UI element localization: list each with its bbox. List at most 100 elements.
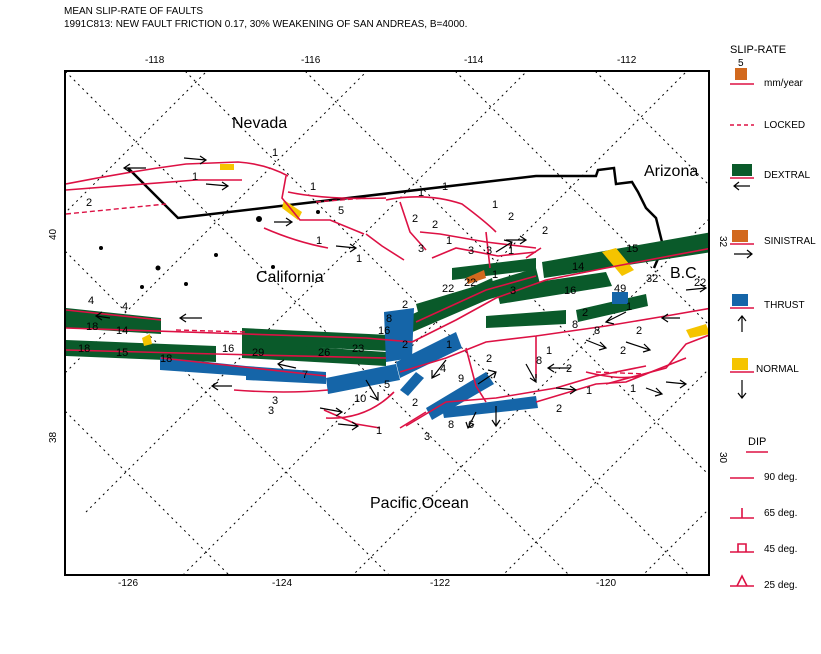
slip-label: 3	[268, 405, 274, 417]
slip-label: 1	[446, 235, 452, 247]
slip-label: 18	[86, 321, 98, 333]
right-lat-label: 30	[717, 452, 728, 464]
region-label-california: California	[256, 269, 324, 286]
slip-label: 2	[486, 353, 492, 365]
slip-label: 10	[354, 393, 366, 405]
legend-thrust-label: THRUST	[764, 300, 805, 311]
slip-label: 22	[694, 277, 706, 289]
slip-label: 14	[116, 325, 128, 337]
slip-label: 1	[316, 235, 322, 247]
slip-label: 1	[310, 181, 316, 193]
slip-label: 8	[572, 319, 578, 331]
slip-label: 1	[446, 339, 452, 351]
slip-label: 3	[468, 245, 474, 257]
legend-dip-underline	[746, 451, 768, 453]
slip-label: 2	[582, 307, 588, 319]
slip-label: 2	[636, 325, 642, 337]
right-lat-label: 32	[717, 236, 728, 248]
slip-label: 1	[492, 199, 498, 211]
left-lat-label: 40	[48, 228, 59, 240]
slip-label: 2	[402, 299, 408, 311]
slip-label: 4	[440, 363, 446, 375]
legend-scale-value: 5	[738, 58, 744, 69]
legend-thrust-swatch	[730, 294, 754, 332]
slip-labels: 1 1 2 1 5 1 1 1 2 2 1 2 1 3 1 3 3 1 2 22…	[78, 147, 706, 443]
slip-label: 1	[508, 245, 514, 257]
legend-locked-swatch	[730, 124, 754, 126]
legend-slip-rate-title: SLIP-RATE	[730, 44, 787, 56]
slip-label: 5	[338, 205, 344, 217]
slip-label: 1	[492, 269, 498, 281]
slip-label: 14	[572, 261, 584, 273]
slip-label: 8	[594, 325, 600, 337]
thrust-bands	[160, 292, 628, 420]
left-lat-label: 38	[48, 431, 59, 443]
slip-label: 2	[86, 197, 92, 209]
slip-label: 2	[620, 345, 626, 357]
fault-map: 1 1 2 1 5 1 1 1 2 2 1 2 1 3 1 3 3 1 2 22…	[66, 72, 708, 574]
slip-label: 16	[222, 343, 234, 355]
legend-dip45-label: 45 deg.	[764, 544, 798, 555]
graticule	[66, 72, 708, 574]
slip-label: 18	[160, 353, 172, 365]
legend-normal-swatch	[730, 358, 754, 399]
region-label-arizona: Arizona	[644, 163, 698, 180]
legend-dip90-symbol	[730, 477, 754, 479]
map-title: MEAN SLIP-RATE OF FAULTS	[64, 6, 204, 17]
state-border	[127, 166, 664, 269]
slip-label: 2	[542, 225, 548, 237]
slip-label: 16	[564, 285, 576, 297]
slip-label: 2	[566, 363, 572, 375]
slip-label: 3	[510, 285, 516, 297]
slip-label: 2	[402, 339, 408, 351]
slip-label: 2	[556, 403, 562, 415]
legend-dextral-label: DEXTRAL	[764, 170, 811, 181]
legend-sinistral-label: SINISTRAL	[764, 236, 816, 247]
top-lon-label: -118	[145, 55, 165, 66]
slip-label: 1	[442, 181, 448, 193]
slip-label: 7	[302, 369, 308, 381]
slip-label: 18	[78, 343, 90, 355]
bottom-lon-label: -122	[430, 578, 451, 589]
legend-dip25-label: 25 deg.	[764, 580, 798, 591]
slip-label: 8	[536, 355, 542, 367]
velocity-arrows	[94, 155, 708, 431]
slip-label: 2	[412, 213, 418, 225]
slip-label: 3	[486, 245, 492, 257]
legend-dip25-symbol	[730, 574, 754, 587]
slip-label: 4	[88, 295, 94, 307]
region-label-bc: B.C.	[670, 265, 701, 282]
slip-label: 22	[464, 277, 476, 289]
slip-label: 3	[272, 395, 278, 407]
region-label-nevada: Nevada	[232, 115, 287, 132]
slip-label: 8	[448, 419, 454, 431]
legend-scale-swatch	[730, 68, 754, 85]
slip-label: 1	[376, 425, 382, 437]
locked-traces	[66, 197, 647, 375]
slip-label: 1	[586, 385, 592, 397]
bottom-lon-label: -120	[596, 578, 617, 589]
top-lon-label: -116	[301, 55, 321, 66]
slip-label: 2	[412, 397, 418, 409]
top-lon-label: -112	[617, 55, 637, 66]
slip-label: 1	[418, 187, 424, 199]
slip-label: 26	[318, 347, 330, 359]
bottom-lon-label: -126	[118, 578, 139, 589]
sinistral-bands	[466, 270, 486, 284]
slip-label: 8	[386, 313, 392, 325]
legend-locked-label: LOCKED	[764, 120, 806, 131]
slip-label: 1	[546, 345, 552, 357]
legend-scale-unit: mm/year	[764, 78, 803, 89]
slip-label: 15	[626, 243, 638, 255]
normal-bands	[142, 164, 708, 346]
slip-label: 1	[356, 253, 362, 265]
slip-label: 32	[646, 273, 658, 285]
top-lon-label: -114	[464, 55, 484, 66]
slip-label: 3	[424, 431, 430, 443]
legend-dip45-symbol	[730, 543, 754, 553]
legend-sinistral-swatch	[730, 230, 754, 259]
slip-label: 1	[192, 171, 198, 183]
legend-dip90-label: 90 deg.	[764, 472, 798, 483]
slip-label: 4	[122, 301, 128, 313]
slip-label: 16	[378, 325, 390, 337]
